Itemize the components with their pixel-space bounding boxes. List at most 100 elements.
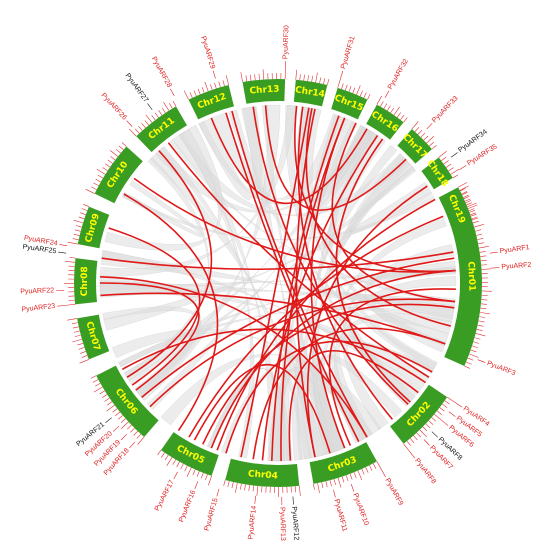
chromosome-tick [133,430,138,436]
chromosome-tick [91,186,97,190]
chromosome-block [397,129,432,164]
chromosome-tick [481,268,492,270]
chromosome-tick [172,100,177,107]
chromosome-tick [166,457,173,466]
chromosome-tick [474,224,484,228]
gene-pointer [384,90,390,98]
gene-label: PyuARF23 [21,303,56,314]
gene-pointer [350,483,355,492]
chromosome-tick [376,461,383,471]
chromosome-tick [83,204,89,207]
chromosome-tick [461,192,468,196]
chromosome-tick [472,220,479,224]
chromosome-tick [353,472,357,478]
segmental-link [126,150,213,379]
chromosome-tick [138,125,143,131]
chromosome-tick [323,78,326,85]
chromosome-block [225,458,300,487]
segmental-link [328,288,456,446]
segmental-link [331,122,456,303]
chromosome-tick [295,69,297,80]
chromosome-tick [172,459,177,465]
chromosome-label: Chr13 [249,84,280,96]
chromosome-tick [127,424,132,430]
gene-label: PyuARF14 [248,505,259,540]
chromosome-tick [313,483,315,490]
chromosome-tick [464,198,471,202]
chromosome-tick [376,95,383,105]
chromosome-tick [431,145,437,150]
chromosome-tick [481,264,488,266]
chromosome-tick [186,467,192,477]
chromosome-tick [348,86,352,92]
background-ribbon [305,107,447,353]
gene-pointer [105,417,112,423]
chromosome-tick [413,435,418,441]
chromosome-tick [467,204,478,209]
chromosome-tick [74,334,81,337]
gene-pointer [423,439,430,446]
chromosome-tick [299,485,301,496]
chromosome-tick [193,90,197,97]
chromosome-tick [161,452,165,458]
chromosome-tick [154,112,159,118]
chromosome-tick [73,219,84,224]
chromosome-label: Chr14 [294,85,325,100]
chromosome-tick [474,337,481,340]
gene-pointer [333,489,336,498]
chromosome-tick [471,217,478,221]
chromosome-tick [294,486,296,493]
chromosome-tick [426,136,434,144]
chromosome-tick [164,454,169,461]
chromosome-tick [341,476,345,483]
chromosome-tick [197,88,201,95]
chromosome-tick [419,429,427,438]
chromosome-tick [151,115,156,121]
chromosome-tick [464,365,470,369]
gene-pointer [459,165,467,170]
gene-pointer [58,251,67,254]
gene-pointer [448,411,456,417]
chromosome-tick [112,408,118,413]
segmental-link [133,177,456,273]
chromosome-block [160,432,219,476]
chromosome-tick [475,333,486,337]
chromosome-tick [469,353,479,358]
chromosome-tick [470,349,477,353]
chromosome-tick [192,469,196,476]
chromosome-tick [81,355,88,358]
segmental-link [167,142,430,379]
chromosome-tick [104,397,110,402]
gene-pointer [126,120,133,127]
gene-label: PyuARF27 [124,72,150,104]
gene-pointer [216,488,220,497]
gene-label: PyuARF32 [387,58,410,91]
chromosome-tick [417,129,423,135]
gene-pointer [212,70,216,79]
gene-pointer [112,425,120,432]
chromosome-tick [400,114,405,120]
chromosome-tick [136,433,142,439]
chromosome-tick [71,322,78,325]
gene-pointer [147,103,153,111]
chromosome-tick [218,81,221,88]
chromosome-tick [428,420,434,425]
segmental-link [202,303,455,445]
segmental-link [270,115,340,461]
chromosome-tick [461,191,468,195]
chromosome-tick [93,182,99,187]
chromosome-tick [386,105,391,111]
chromosome-tick [248,484,250,491]
segmental-link [100,292,446,345]
chromosome-tick [422,426,428,432]
gene-pointer [441,420,449,426]
chromosome-tick [163,102,170,111]
chromosome-tick [319,77,322,84]
segmental-link [193,363,331,454]
chromosome-tick [416,432,421,438]
background-ribbon [349,166,433,234]
chromosome-tick [337,477,342,488]
chromosome-tick [180,463,184,470]
chromosome-tick [299,74,301,81]
